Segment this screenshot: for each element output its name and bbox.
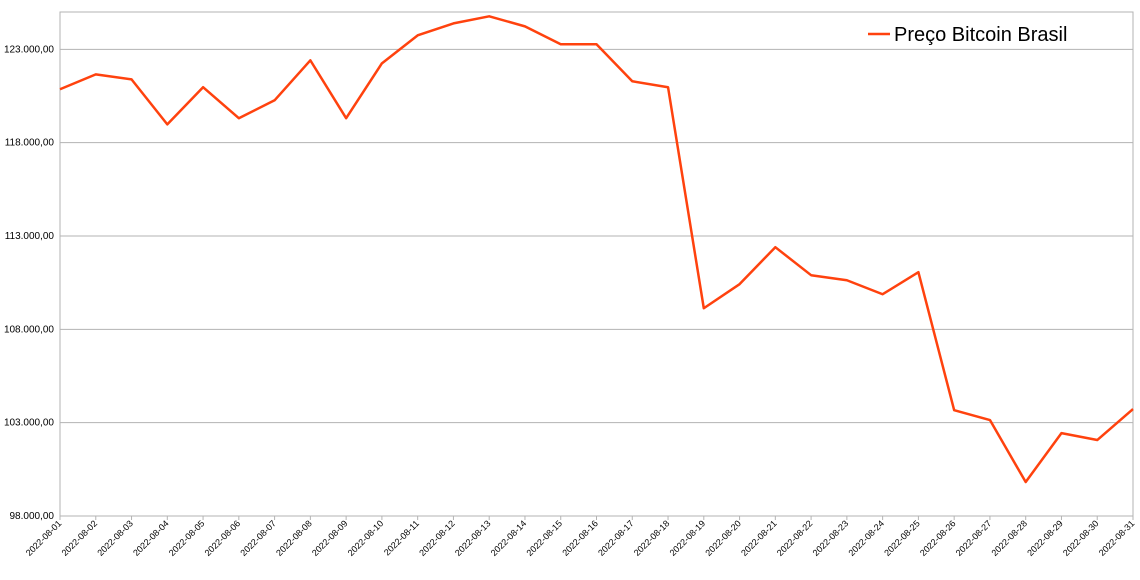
y-tick-label: 98.000,00 <box>10 511 55 522</box>
x-tick-label: 2022-08-23 <box>811 518 851 558</box>
y-tick-label: 118.000,00 <box>5 138 55 149</box>
x-tick-label: 2022-08-03 <box>95 518 135 558</box>
x-tick-label: 2022-08-10 <box>346 518 386 558</box>
data-line <box>59 15 1134 484</box>
x-tick-label: 2022-08-07 <box>238 518 278 558</box>
plot-frame <box>59 11 1134 517</box>
x-tick-label: 2022-08-21 <box>739 518 779 558</box>
x-tick-label: 2022-08-27 <box>954 518 994 558</box>
x-tick-label: 2022-08-09 <box>310 518 350 558</box>
x-tick-label: 2022-08-01 <box>24 518 64 558</box>
x-tick-label: 2022-08-08 <box>274 518 314 558</box>
x-tick-label: 2022-08-04 <box>131 518 171 558</box>
x-tick-label: 2022-08-30 <box>1061 518 1101 558</box>
x-tick-label: 2022-08-14 <box>489 518 529 558</box>
x-tick-label: 2022-08-12 <box>417 518 457 558</box>
y-tick-label: 113.000,00 <box>5 231 55 242</box>
x-tick-label: 2022-08-05 <box>167 518 207 558</box>
x-tick-label: 2022-08-13 <box>453 518 493 558</box>
x-tick-label: 2022-08-19 <box>668 518 708 558</box>
x-tick-label: 2022-08-11 <box>382 518 421 557</box>
x-tick-label: 2022-08-29 <box>1025 518 1065 558</box>
y-tick-label: 108.000,00 <box>4 324 54 335</box>
x-tick-label: 2022-08-22 <box>775 518 815 558</box>
legend-label: Preço Bitcoin Brasil <box>894 24 1067 46</box>
x-tick-label: 2022-08-15 <box>525 518 565 558</box>
x-tick-label: 2022-08-25 <box>882 518 922 558</box>
x-tick-label: 2022-08-20 <box>703 518 743 558</box>
y-tick-label: 123.000,00 <box>4 44 54 55</box>
x-tick-label: 2022-08-18 <box>632 518 672 558</box>
x-tick-label: 2022-08-16 <box>560 518 600 558</box>
x-tick-label: 2022-08-31 <box>1097 518 1137 558</box>
x-tick-label: 2022-08-02 <box>60 518 100 558</box>
x-tick-label: 2022-08-26 <box>918 518 958 558</box>
x-tick-label: 2022-08-24 <box>846 518 886 558</box>
x-tick-label: 2022-08-06 <box>203 518 243 558</box>
x-tick-label: 2022-08-28 <box>989 518 1029 558</box>
x-tick-label: 2022-08-17 <box>596 518 636 558</box>
y-tick-label: 103.000,00 <box>4 418 54 429</box>
